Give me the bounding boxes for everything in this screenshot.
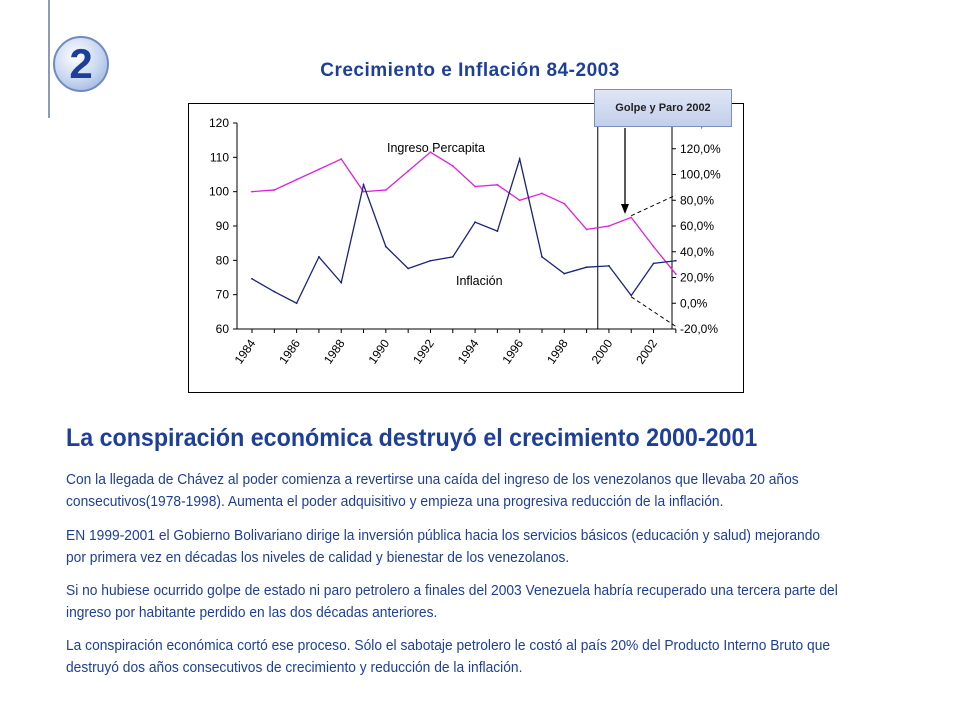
series-point-ingreso: [451, 165, 454, 167]
series-point-inflacion: [474, 221, 476, 224]
paragraph-3: Si no hubiese ocurrido golpe de estado n…: [66, 582, 838, 621]
headline: La conspiración económica destruyó el cr…: [66, 424, 758, 452]
x-tick-label: 1992: [410, 336, 437, 366]
right-tick-label: 60,0%: [680, 219, 714, 233]
series-point-inflacion: [362, 183, 365, 186]
series-point-ingreso: [563, 202, 566, 205]
paragraph-1: Con la llegada de Chávez al poder comien…: [66, 471, 799, 510]
series-point-ingreso: [496, 183, 499, 186]
chart-frame: 60 70 80 90 100 110 120 -20,0% 0,0% 20,0% 40,0% 60,…: [188, 103, 744, 393]
series-point-inflacion: [496, 230, 499, 233]
series-point-inflacion: [630, 294, 633, 297]
series-point-inflacion: [674, 259, 677, 262]
right-tick-label: 0,0%: [680, 296, 708, 310]
x-tick-label: 1998: [544, 336, 571, 366]
left-tick-label: 60: [216, 322, 230, 336]
paragraph-2: EN 1999-2001 el Gobierno Bolivariano dir…: [66, 527, 821, 566]
right-tick-label: -20,0%: [680, 322, 718, 336]
series-point-ingreso: [429, 151, 432, 154]
x-tick-label: 1994: [455, 336, 482, 366]
x-tick-label: 1984: [232, 336, 259, 366]
series-point-ingreso: [630, 216, 633, 219]
series-point-ingreso: [273, 189, 276, 191]
series-point-ingreso: [474, 185, 476, 188]
series-point-ingreso: [674, 273, 677, 275]
series-point-ingreso: [407, 170, 410, 172]
x-tick-label: 1988: [321, 336, 348, 366]
series-point-inflacion: [608, 265, 610, 267]
series-label-inflacion: Inflación: [456, 274, 503, 288]
callout-golpe-paro: Golpe y Paro 2002: [594, 89, 732, 127]
line-chart: 60 70 80 90 100 110 120 -20,0% 0,0% 20,0% 40,0% 60,…: [209, 116, 721, 367]
right-tick-label: 100,0%: [680, 168, 721, 182]
series-point-ingreso: [340, 158, 343, 160]
series-point-ingreso: [384, 189, 387, 191]
x-tick-label: 1990: [366, 336, 393, 366]
series-point-ingreso: [295, 178, 298, 181]
series-point-ingreso: [585, 228, 588, 231]
series-point-inflacion: [273, 290, 276, 293]
series-point-inflacion: [295, 302, 298, 305]
series-point-inflacion: [518, 158, 521, 160]
series-point-ingreso: [318, 168, 320, 171]
x-tick-label: 2000: [589, 336, 616, 366]
series-point-ingreso: [541, 192, 543, 195]
series-point-inflacion: [251, 277, 253, 280]
series-point-inflacion: [318, 256, 320, 258]
series-point-ingreso: [362, 190, 365, 193]
paragraph-4: La conspiración económica cortó ese proc…: [66, 637, 831, 676]
series-point-inflacion: [451, 256, 454, 258]
left-tick-label: 120: [209, 116, 229, 130]
x-tick-label: 1996: [499, 336, 526, 366]
left-tick-label: 80: [216, 253, 230, 267]
series-point-ingreso: [518, 199, 521, 202]
series-point-inflacion: [429, 259, 432, 262]
decorative-vertical-rule: [48, 0, 50, 118]
projection-line: [631, 194, 677, 217]
series-label-ingreso: Ingreso Percapita: [387, 141, 485, 155]
right-tick-label: 20,0%: [680, 271, 714, 285]
series-point-inflacion: [563, 272, 566, 275]
projection-line: [630, 296, 677, 327]
left-tick-label: 110: [210, 150, 229, 164]
left-tick-label: 90: [216, 219, 230, 233]
series-point-inflacion: [541, 256, 543, 258]
series-point-inflacion: [384, 245, 387, 248]
right-tick-label: 120,0%: [680, 142, 721, 156]
slide-number-badge: 2: [53, 36, 109, 92]
x-tick-label: 2002: [633, 336, 660, 366]
left-tick-label: 70: [216, 288, 230, 302]
right-tick-label: 80,0%: [680, 193, 714, 207]
series-point-inflacion: [585, 266, 588, 269]
series-point-ingreso: [251, 190, 253, 193]
series-line-ingreso-percapita: [251, 151, 677, 275]
series-point-ingreso: [608, 225, 610, 227]
series-point-ingreso: [652, 245, 655, 248]
right-tick-label: 40,0%: [680, 245, 714, 259]
x-tick-label: 1986: [276, 336, 303, 366]
series-point-inflacion: [407, 267, 410, 270]
series-point-inflacion: [340, 281, 343, 284]
series-point-inflacion: [652, 262, 655, 265]
callout-arrow-head: [621, 204, 629, 214]
chart-title: Crecimiento e Inflación 84-2003: [320, 60, 620, 81]
left-tick-label: 100: [209, 185, 229, 199]
series-line-inflacion: [251, 156, 676, 305]
